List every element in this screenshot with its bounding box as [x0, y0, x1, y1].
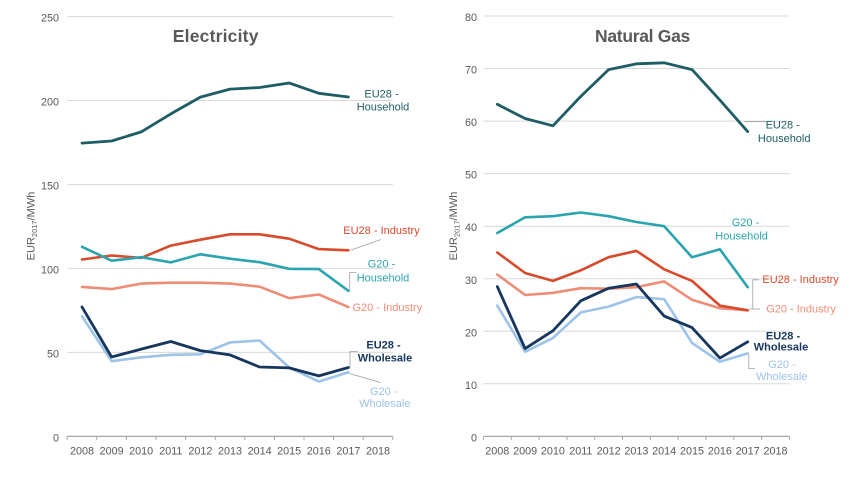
svg-text:2018: 2018 [366, 446, 390, 458]
svg-text:2016: 2016 [307, 446, 331, 458]
svg-text:2012: 2012 [597, 446, 621, 458]
svg-text:Wholesale: Wholesale [358, 353, 412, 365]
svg-text:EU28 - Industry: EU28 - Industry [343, 225, 420, 237]
svg-text:2013: 2013 [218, 446, 242, 458]
svg-text:G20 - Industry: G20 - Industry [353, 302, 423, 314]
svg-text:EUR2017/MWh: EUR2017/MWh [448, 192, 462, 261]
svg-text:EU28 -: EU28 - [366, 340, 401, 352]
svg-text:50: 50 [465, 170, 477, 182]
svg-text:0: 0 [471, 432, 477, 444]
svg-text:EU28 -: EU28 - [364, 89, 399, 101]
svg-text:2017: 2017 [336, 446, 360, 458]
svg-text:2011: 2011 [569, 446, 592, 458]
svg-text:10: 10 [465, 380, 477, 392]
svg-text:2011: 2011 [159, 446, 182, 458]
svg-text:2016: 2016 [708, 446, 732, 458]
svg-text:Household: Household [357, 273, 410, 285]
svg-text:Household: Household [715, 231, 768, 243]
svg-text:G20 -: G20 - [368, 259, 396, 271]
svg-text:EU28 - Industry: EU28 - Industry [762, 274, 839, 286]
svg-text:G20 -: G20 - [768, 359, 796, 371]
svg-text:40: 40 [465, 222, 477, 234]
svg-text:2015: 2015 [680, 446, 704, 458]
svg-text:Natural Gas: Natural Gas [595, 26, 690, 46]
svg-text:2018: 2018 [763, 446, 787, 458]
svg-text:30: 30 [465, 275, 477, 287]
svg-text:2009: 2009 [513, 446, 537, 458]
svg-text:70: 70 [465, 65, 477, 77]
svg-text:2008: 2008 [485, 446, 509, 458]
svg-text:EUR2017/MWh: EUR2017/MWh [26, 192, 40, 261]
svg-text:250: 250 [41, 13, 59, 25]
svg-text:60: 60 [465, 117, 477, 129]
svg-text:80: 80 [465, 12, 477, 24]
svg-text:G20 -: G20 - [370, 386, 398, 398]
svg-text:2010: 2010 [541, 446, 565, 458]
svg-text:Electricity: Electricity [173, 26, 259, 46]
svg-text:2014: 2014 [652, 446, 676, 458]
svg-text:2017: 2017 [736, 446, 760, 458]
svg-text:G20 -: G20 - [732, 217, 760, 229]
svg-text:2013: 2013 [624, 446, 648, 458]
svg-text:2014: 2014 [248, 446, 272, 458]
svg-text:Household: Household [758, 133, 811, 145]
svg-text:50: 50 [47, 348, 59, 360]
svg-text:200: 200 [41, 97, 59, 109]
svg-text:0: 0 [53, 432, 59, 444]
svg-text:EU28 -: EU28 - [766, 120, 801, 132]
svg-text:G20 - Industry: G20 - Industry [766, 304, 836, 316]
svg-text:150: 150 [41, 181, 59, 193]
svg-text:Wholesale: Wholesale [754, 342, 808, 354]
svg-text:2009: 2009 [100, 446, 124, 458]
svg-text:Wholesale: Wholesale [359, 398, 410, 410]
svg-text:Wholesale: Wholesale [756, 371, 807, 383]
svg-text:2015: 2015 [277, 446, 301, 458]
svg-text:2010: 2010 [129, 446, 153, 458]
svg-text:Household: Household [357, 102, 410, 114]
svg-text:EU28 -: EU28 - [766, 331, 801, 343]
svg-text:100: 100 [41, 264, 59, 276]
svg-text:20: 20 [465, 327, 477, 339]
svg-text:2012: 2012 [188, 446, 212, 458]
svg-text:2008: 2008 [70, 446, 94, 458]
